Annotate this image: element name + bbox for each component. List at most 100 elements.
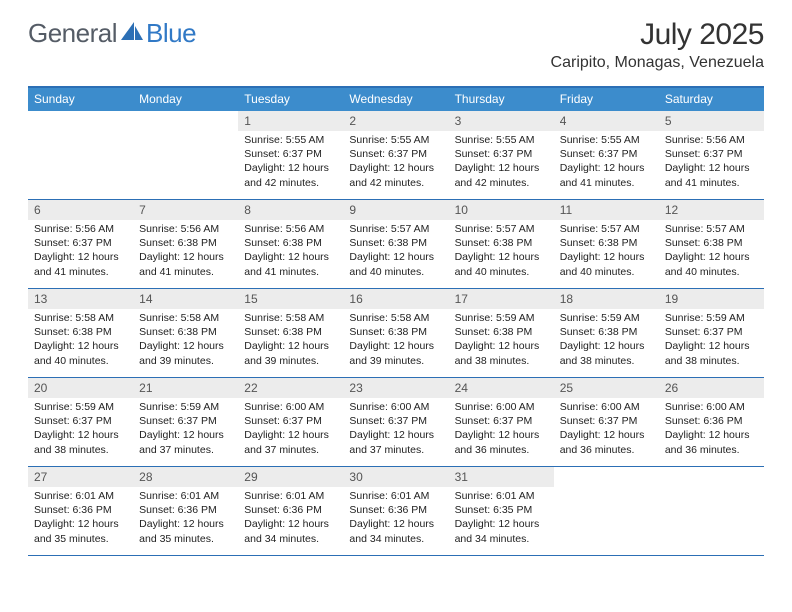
sunrise-text: Sunrise: 6:01 AM <box>455 489 548 503</box>
daylight-text-line2: and 41 minutes. <box>244 265 337 279</box>
calendar-day-cell <box>659 467 764 555</box>
daylight-text-line1: Daylight: 12 hours <box>349 250 442 264</box>
daylight-text-line1: Daylight: 12 hours <box>34 339 127 353</box>
sunrise-text: Sunrise: 6:00 AM <box>455 400 548 414</box>
sunset-text: Sunset: 6:37 PM <box>665 325 758 339</box>
calendar-day-cell: 15Sunrise: 5:58 AMSunset: 6:38 PMDayligh… <box>238 289 343 377</box>
calendar-day-cell: 19Sunrise: 5:59 AMSunset: 6:37 PMDayligh… <box>659 289 764 377</box>
day-content: Sunrise: 5:58 AMSunset: 6:38 PMDaylight:… <box>133 309 238 372</box>
daylight-text-line2: and 35 minutes. <box>34 532 127 546</box>
daylight-text-line1: Daylight: 12 hours <box>665 339 758 353</box>
daylight-text-line1: Daylight: 12 hours <box>560 161 653 175</box>
daylight-text-line1: Daylight: 12 hours <box>139 517 232 531</box>
sunset-text: Sunset: 6:37 PM <box>455 414 548 428</box>
sunrise-text: Sunrise: 6:01 AM <box>349 489 442 503</box>
day-content: Sunrise: 5:55 AMSunset: 6:37 PMDaylight:… <box>343 131 448 194</box>
sunrise-text: Sunrise: 6:00 AM <box>349 400 442 414</box>
weekday-header: Monday <box>133 88 238 111</box>
daylight-text-line1: Daylight: 12 hours <box>139 250 232 264</box>
daylight-text-line1: Daylight: 12 hours <box>455 250 548 264</box>
day-content: Sunrise: 5:59 AMSunset: 6:38 PMDaylight:… <box>449 309 554 372</box>
day-content: Sunrise: 5:55 AMSunset: 6:37 PMDaylight:… <box>449 131 554 194</box>
day-content: Sunrise: 6:01 AMSunset: 6:36 PMDaylight:… <box>28 487 133 550</box>
brand-sail-icon <box>121 22 145 47</box>
calendar-day-cell: 21Sunrise: 5:59 AMSunset: 6:37 PMDayligh… <box>133 378 238 466</box>
sunrise-text: Sunrise: 5:55 AM <box>560 133 653 147</box>
sunrise-text: Sunrise: 5:59 AM <box>560 311 653 325</box>
calendar-day-cell: 8Sunrise: 5:56 AMSunset: 6:38 PMDaylight… <box>238 200 343 288</box>
daylight-text-line2: and 40 minutes. <box>34 354 127 368</box>
sunrise-text: Sunrise: 5:58 AM <box>349 311 442 325</box>
daylight-text-line1: Daylight: 12 hours <box>244 250 337 264</box>
day-number: 4 <box>554 111 659 131</box>
day-number <box>554 467 659 473</box>
daylight-text-line2: and 37 minutes. <box>349 443 442 457</box>
daylight-text-line1: Daylight: 12 hours <box>665 161 758 175</box>
daylight-text-line2: and 38 minutes. <box>665 354 758 368</box>
day-content: Sunrise: 5:56 AMSunset: 6:37 PMDaylight:… <box>28 220 133 283</box>
sunrise-text: Sunrise: 5:55 AM <box>455 133 548 147</box>
day-content: Sunrise: 6:00 AMSunset: 6:37 PMDaylight:… <box>343 398 448 461</box>
daylight-text-line1: Daylight: 12 hours <box>34 517 127 531</box>
calendar-day-cell: 28Sunrise: 6:01 AMSunset: 6:36 PMDayligh… <box>133 467 238 555</box>
daylight-text-line1: Daylight: 12 hours <box>349 428 442 442</box>
sunrise-text: Sunrise: 5:56 AM <box>139 222 232 236</box>
weekday-header: Tuesday <box>238 88 343 111</box>
daylight-text-line1: Daylight: 12 hours <box>665 428 758 442</box>
daylight-text-line1: Daylight: 12 hours <box>34 428 127 442</box>
day-number <box>133 111 238 117</box>
daylight-text-line2: and 42 minutes. <box>244 176 337 190</box>
daylight-text-line2: and 40 minutes. <box>349 265 442 279</box>
day-content: Sunrise: 6:01 AMSunset: 6:36 PMDaylight:… <box>343 487 448 550</box>
calendar-day-cell: 6Sunrise: 5:56 AMSunset: 6:37 PMDaylight… <box>28 200 133 288</box>
daylight-text-line2: and 38 minutes. <box>455 354 548 368</box>
calendar-day-cell <box>133 111 238 199</box>
day-number: 27 <box>28 467 133 487</box>
sunset-text: Sunset: 6:37 PM <box>560 147 653 161</box>
sunset-text: Sunset: 6:38 PM <box>244 236 337 250</box>
day-content: Sunrise: 5:57 AMSunset: 6:38 PMDaylight:… <box>659 220 764 283</box>
day-content: Sunrise: 5:58 AMSunset: 6:38 PMDaylight:… <box>28 309 133 372</box>
daylight-text-line1: Daylight: 12 hours <box>34 250 127 264</box>
brand-logo: General Blue <box>28 18 196 49</box>
daylight-text-line1: Daylight: 12 hours <box>349 161 442 175</box>
day-number: 14 <box>133 289 238 309</box>
sunset-text: Sunset: 6:38 PM <box>139 236 232 250</box>
day-number <box>659 467 764 473</box>
day-number: 24 <box>449 378 554 398</box>
daylight-text-line2: and 37 minutes. <box>139 443 232 457</box>
day-content: Sunrise: 6:00 AMSunset: 6:36 PMDaylight:… <box>659 398 764 461</box>
daylight-text-line2: and 38 minutes. <box>560 354 653 368</box>
daylight-text-line1: Daylight: 12 hours <box>560 428 653 442</box>
sunset-text: Sunset: 6:37 PM <box>244 414 337 428</box>
daylight-text-line2: and 41 minutes. <box>665 176 758 190</box>
calendar-day-cell: 10Sunrise: 5:57 AMSunset: 6:38 PMDayligh… <box>449 200 554 288</box>
calendar-day-cell: 2Sunrise: 5:55 AMSunset: 6:37 PMDaylight… <box>343 111 448 199</box>
weekday-header-row: Sunday Monday Tuesday Wednesday Thursday… <box>28 88 764 111</box>
sunrise-text: Sunrise: 5:57 AM <box>560 222 653 236</box>
weekday-header: Friday <box>554 88 659 111</box>
sunset-text: Sunset: 6:37 PM <box>455 147 548 161</box>
sunset-text: Sunset: 6:38 PM <box>560 236 653 250</box>
day-content: Sunrise: 5:57 AMSunset: 6:38 PMDaylight:… <box>343 220 448 283</box>
day-number: 26 <box>659 378 764 398</box>
calendar-day-cell: 20Sunrise: 5:59 AMSunset: 6:37 PMDayligh… <box>28 378 133 466</box>
calendar-day-cell: 26Sunrise: 6:00 AMSunset: 6:36 PMDayligh… <box>659 378 764 466</box>
sunrise-text: Sunrise: 5:59 AM <box>665 311 758 325</box>
weekday-header: Sunday <box>28 88 133 111</box>
day-number: 5 <box>659 111 764 131</box>
day-content: Sunrise: 5:59 AMSunset: 6:37 PMDaylight:… <box>133 398 238 461</box>
sunrise-text: Sunrise: 5:57 AM <box>455 222 548 236</box>
sunrise-text: Sunrise: 5:56 AM <box>665 133 758 147</box>
calendar-day-cell: 22Sunrise: 6:00 AMSunset: 6:37 PMDayligh… <box>238 378 343 466</box>
day-number: 19 <box>659 289 764 309</box>
day-content: Sunrise: 5:56 AMSunset: 6:38 PMDaylight:… <box>133 220 238 283</box>
day-number: 23 <box>343 378 448 398</box>
sunrise-text: Sunrise: 5:55 AM <box>349 133 442 147</box>
daylight-text-line2: and 40 minutes. <box>455 265 548 279</box>
calendar-day-cell: 9Sunrise: 5:57 AMSunset: 6:38 PMDaylight… <box>343 200 448 288</box>
day-content: Sunrise: 5:59 AMSunset: 6:37 PMDaylight:… <box>659 309 764 372</box>
calendar-day-cell: 17Sunrise: 5:59 AMSunset: 6:38 PMDayligh… <box>449 289 554 377</box>
daylight-text-line1: Daylight: 12 hours <box>349 339 442 353</box>
day-number: 17 <box>449 289 554 309</box>
